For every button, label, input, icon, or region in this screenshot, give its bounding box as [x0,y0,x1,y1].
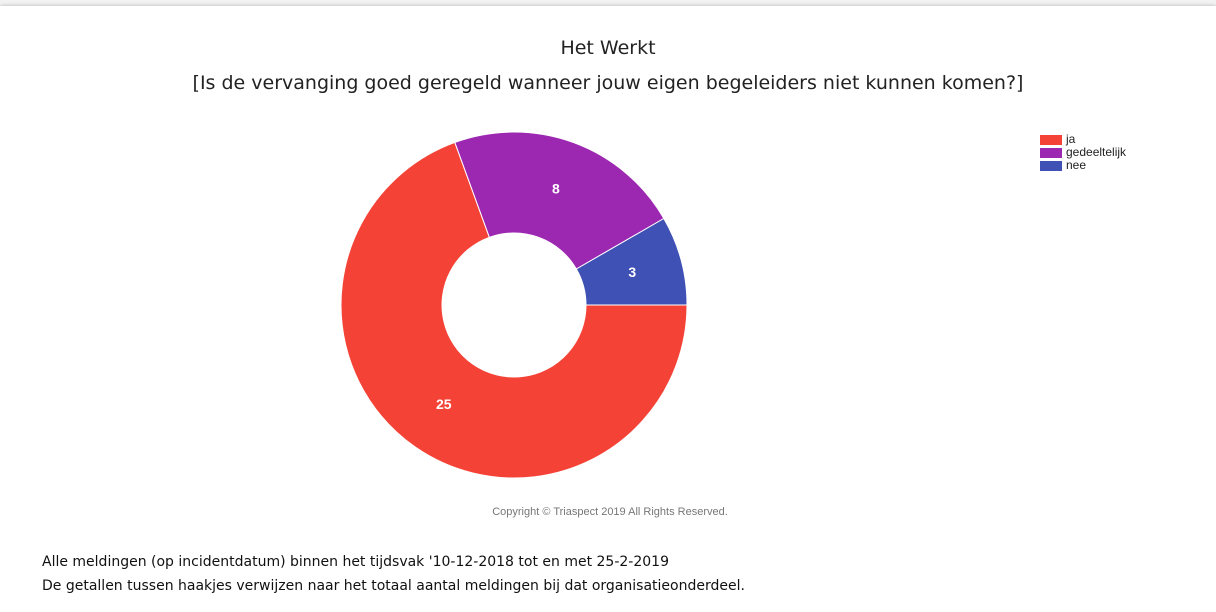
slice [454,131,665,270]
legend-label: ja [1065,132,1076,146]
chart: Het Werkt [Is de vervanging goed geregel… [193,37,1128,518]
data-label: 3 [628,264,636,280]
panel: Het Werkt [Is de vervanging goed geregel… [0,6,1216,612]
note: De getallen tussen haakjes verwijzen naa… [42,578,745,594]
legend-label: gedeeltelijk [1066,145,1127,159]
credit: Copyright © Triaspect 2019 All Rights Re… [492,506,728,518]
chart-title: Het Werkt [560,37,655,59]
slice [575,217,688,306]
legend-swatch [1040,148,1062,158]
note: Alle meldingen (op incidentdatum) binnen… [42,554,669,570]
chart-subtitle: [Is de vervanging goed geregeld wanneer … [193,72,1024,94]
legend-swatch [1040,135,1062,145]
data-label: 25 [436,396,452,412]
legend-swatch [1040,161,1062,171]
data-label: 8 [552,181,560,197]
legend-label: nee [1066,158,1086,172]
slice [340,141,688,479]
